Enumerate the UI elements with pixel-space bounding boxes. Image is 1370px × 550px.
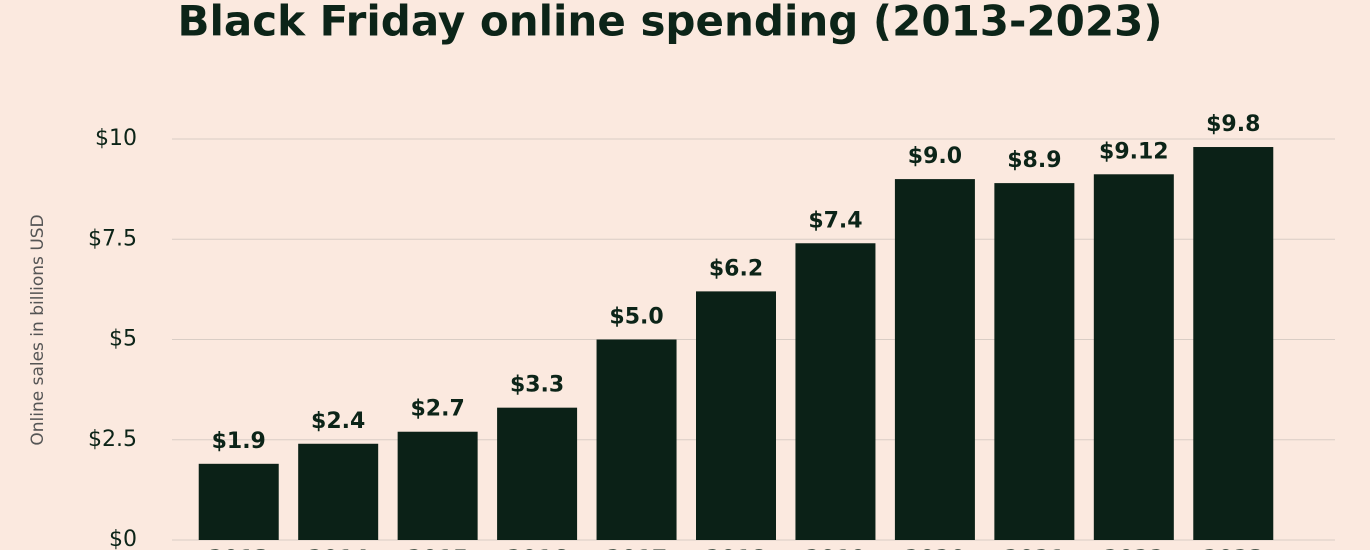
value-label: $9.8: [1206, 112, 1260, 137]
bar: [397, 431, 478, 540]
bar: [497, 407, 578, 540]
y-tick-label: $10: [95, 126, 137, 151]
x-tick-label: 2014: [308, 547, 369, 550]
x-tick-label: 2019: [805, 547, 866, 550]
y-tick-label: $7.5: [88, 226, 137, 251]
bar: [994, 183, 1075, 541]
value-label: $9.12: [1099, 139, 1169, 164]
x-tick-label: 2022: [1103, 547, 1164, 550]
value-label: $6.2: [709, 256, 763, 281]
bar: [894, 179, 975, 540]
x-tick-label: 2013: [208, 547, 269, 550]
value-label: $2.7: [410, 397, 464, 422]
bar: [1093, 174, 1174, 540]
x-tick-label: 2018: [705, 547, 766, 550]
chart-title: Black Friday online spending (2013-2023): [177, 0, 1162, 46]
x-tick-label: 2021: [1004, 547, 1065, 550]
value-label: $9.0: [908, 144, 962, 169]
bar: [696, 291, 776, 540]
x-tick-label: 2023: [1203, 547, 1264, 550]
bar: [298, 443, 379, 540]
bar: [795, 243, 876, 540]
value-label: $7.4: [808, 208, 862, 233]
bar: [198, 463, 279, 540]
bar: [1193, 147, 1274, 540]
y-tick-label: $0: [109, 527, 137, 550]
value-label: $3.3: [510, 373, 564, 398]
x-tick-label: 2020: [904, 547, 965, 550]
value-label: $8.9: [1007, 148, 1061, 173]
y-tick-label: $5: [109, 327, 137, 352]
bar: [596, 339, 677, 540]
value-label: $1.9: [212, 429, 266, 454]
y-axis-title: Online sales in billions USD: [28, 214, 48, 445]
value-label: $5.0: [609, 305, 663, 330]
y-tick-label: $2.5: [88, 427, 137, 452]
x-tick-label: 2017: [606, 547, 667, 550]
x-tick-label: 2016: [506, 547, 567, 550]
x-tick-label: 2015: [407, 547, 468, 550]
value-label: $2.4: [311, 409, 365, 434]
